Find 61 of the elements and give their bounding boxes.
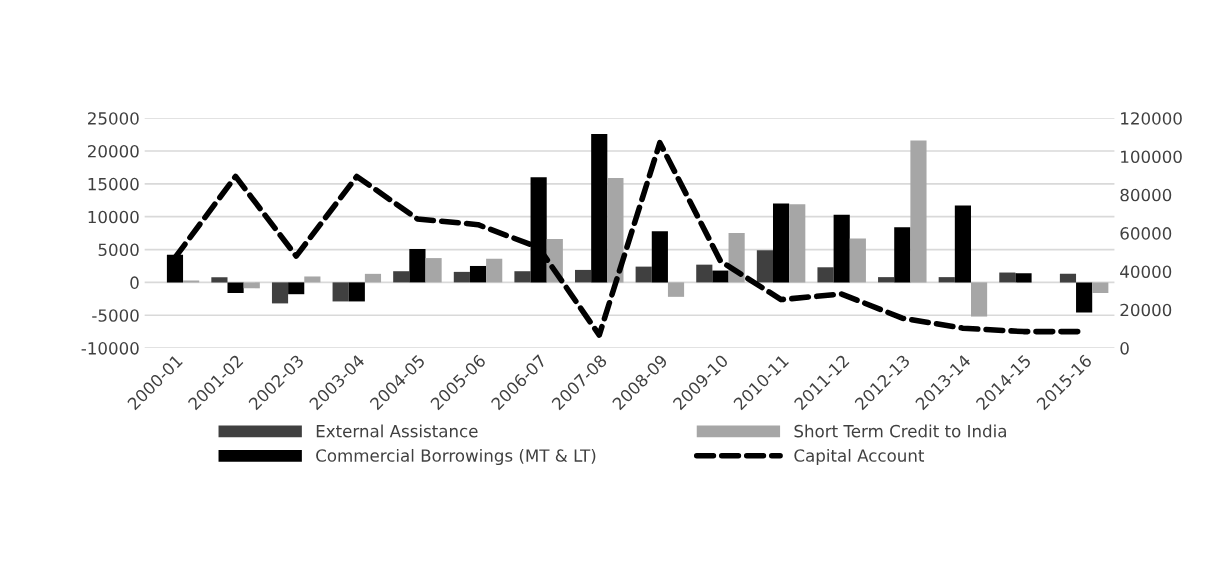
y2-tick-label: 80000	[1120, 188, 1172, 202]
bar	[1059, 273, 1077, 283]
bar	[1015, 273, 1032, 283]
bar	[425, 258, 442, 283]
bar	[667, 282, 685, 297]
bar	[607, 177, 624, 283]
bar	[211, 277, 228, 283]
y-tick-label: 15000	[88, 177, 139, 191]
y2-tick-label: 120000	[1121, 112, 1182, 125]
bar	[453, 271, 470, 283]
y-tick-label: 0	[130, 276, 139, 289]
bar	[332, 282, 349, 302]
bar	[364, 273, 382, 283]
y2-tick-label: 0	[1120, 342, 1129, 355]
bar	[817, 267, 834, 283]
bar	[999, 272, 1016, 283]
bar	[756, 250, 773, 283]
bar	[1092, 282, 1109, 293]
bar	[635, 266, 652, 283]
bar	[288, 282, 305, 295]
bar	[970, 282, 988, 317]
y2-tick-label: 20000	[1120, 303, 1172, 317]
bar	[348, 282, 365, 302]
bar	[304, 276, 321, 283]
bar	[878, 277, 895, 283]
bar	[271, 282, 289, 304]
y-tick-label: 25000	[88, 112, 139, 125]
bar	[789, 204, 806, 283]
y2-tick-label: 60000	[1120, 227, 1172, 240]
bar	[1076, 282, 1093, 313]
bar	[393, 271, 410, 283]
bar	[575, 269, 592, 283]
bar	[833, 214, 850, 283]
bar	[849, 238, 866, 283]
y-tick-label: 5000	[98, 243, 139, 257]
legend-label: Commercial Borrowings (MT & LT)	[316, 448, 596, 466]
legend-label: Capital Account	[794, 448, 925, 466]
bar	[954, 205, 971, 283]
y-tick-label: 20000	[88, 144, 139, 158]
bar	[530, 177, 547, 283]
y-tick-label: 10000	[88, 210, 139, 224]
bar	[514, 271, 531, 283]
y-tick-label: -10000	[81, 342, 139, 355]
bar	[910, 140, 927, 283]
bar	[651, 231, 668, 283]
bar	[712, 270, 729, 283]
legend-label: Short Term Credit to India	[794, 424, 1006, 438]
bar	[773, 203, 790, 283]
y2-tick-label: 40000	[1120, 265, 1172, 279]
bar	[894, 227, 911, 283]
bar	[409, 248, 426, 283]
legend-label: External Assistance	[316, 424, 478, 438]
bar	[469, 265, 487, 283]
bar	[591, 133, 608, 283]
bar	[696, 264, 713, 283]
bar	[938, 277, 955, 283]
bar	[486, 258, 503, 283]
y-tick-label: -5000	[92, 309, 139, 322]
bar	[227, 282, 244, 293]
bar	[243, 282, 260, 289]
y2-tick-label: 100000	[1121, 150, 1182, 164]
